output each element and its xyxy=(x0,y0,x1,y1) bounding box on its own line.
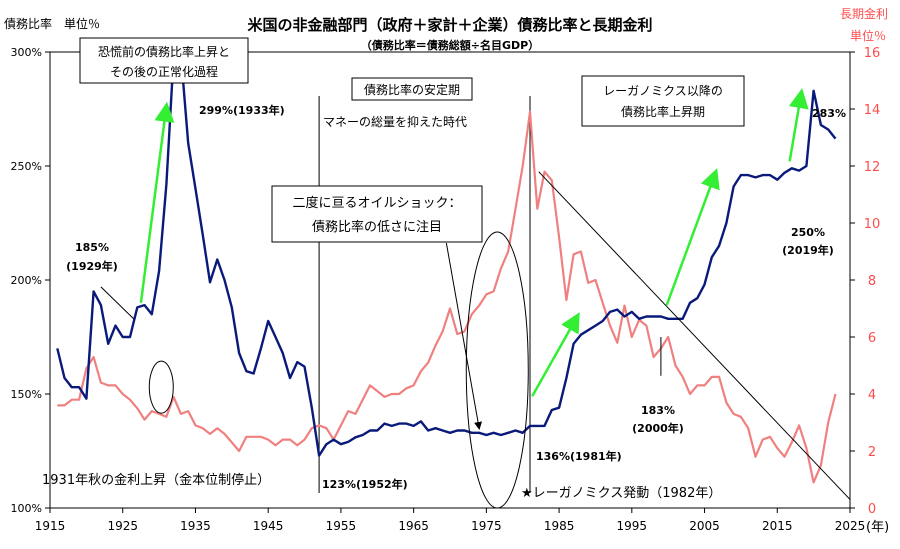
right-axis-title-line2: 単位％ xyxy=(850,28,886,43)
y-right-tick-label: 16 xyxy=(864,46,881,61)
chart-subtitle: （債務比率＝債務総額÷名目GDP） xyxy=(361,38,539,52)
y-left-tick-label: 250% xyxy=(11,160,42,173)
series-line-debt-ratio xyxy=(56,53,837,457)
leader-line-1929 xyxy=(100,286,134,320)
x-tick-label: 1965 xyxy=(398,519,429,533)
series-line-long-term-rate xyxy=(57,110,837,484)
right-axis-title-line1: 長期金利 xyxy=(840,6,888,21)
x-tick-label: 1955 xyxy=(326,519,357,533)
annotation-reagan-line1: レーガノミクス以降の xyxy=(603,84,723,98)
annotation-1952: 123%(1952年) xyxy=(322,477,408,491)
annotation-2000-year: (2000年) xyxy=(632,421,684,435)
arrow-layer xyxy=(100,88,851,509)
x-axis-unit: (年) xyxy=(866,520,889,535)
y-left-tick-label: 200% xyxy=(11,274,42,287)
series-layer xyxy=(56,53,837,484)
y-right-tick-label: 2 xyxy=(868,445,876,460)
annotation-oil-line1: 二度に亘るオイルショック： xyxy=(292,195,461,211)
x-tick-label: 1935 xyxy=(180,519,211,533)
x-tick-label: 2005 xyxy=(689,519,720,533)
y-right-tick-label: 12 xyxy=(864,160,881,175)
plot-frame: 1915 1925 1935 1945 1955 1965 1975 1985 1995 2005… xyxy=(11,46,881,533)
chart-title: 米国の非金融部門（政府＋家計＋企業）債務比率と長期金利 xyxy=(247,16,652,34)
y-right-tick-label: 14 xyxy=(864,103,881,118)
x-tick-label: 1925 xyxy=(107,519,138,533)
annotation-peak-2020: 283% xyxy=(812,107,846,120)
annotation-box-reagan xyxy=(581,75,745,127)
annotation-2019-year: (2019年) xyxy=(782,243,834,257)
annotation-money-era: マネーの総量を抑えた時代 xyxy=(323,114,467,129)
annotation-gold-standard: 1931年秋の金利上昇（金本位制停止） xyxy=(42,472,270,488)
y-left-tick-label: 150% xyxy=(11,388,42,401)
annotation-2000-value: 183% xyxy=(641,404,675,417)
annotation-box-stable xyxy=(351,77,473,101)
annotation-reagan-line2: 債務比率上昇期 xyxy=(621,104,705,119)
x-tick-label: 1915 xyxy=(35,519,66,533)
annotation-peak-1933: 299%(1933年) xyxy=(199,103,285,117)
y-right-tick-label: 8 xyxy=(868,274,876,289)
y-right-tick-label: 0 xyxy=(868,502,876,517)
annotation-stable: 債務比率の安定期 xyxy=(364,82,460,97)
annotation-depression-line1: 恐慌前の債務比率上昇と xyxy=(98,44,230,59)
y-right-tick-label: 6 xyxy=(868,331,876,346)
rate-downtrend-line xyxy=(538,171,851,500)
trend-arrow-green xyxy=(665,168,720,306)
trend-arrow-green xyxy=(139,101,175,303)
annotation-reagan-start: ★レーガノミクス発動（1982年） xyxy=(521,486,721,501)
annotation-2019-value: 250% xyxy=(791,226,825,239)
x-tick-label: 1945 xyxy=(253,519,284,533)
y-left-tick-label: 300% xyxy=(11,46,42,59)
highlight-ellipse-oil-shock xyxy=(465,231,529,509)
trend-arrow-green xyxy=(531,312,580,397)
left-axis-title: 債務比率 単位％ xyxy=(4,16,100,31)
y-right-tick-label: 4 xyxy=(868,388,876,403)
annotation-1981: 136%(1981年) xyxy=(536,449,622,463)
oil-shock-pointer-arrow xyxy=(445,242,482,430)
x-tick-label: 1975 xyxy=(471,519,502,533)
annotation-depression-line2: その後の正常化過程 xyxy=(110,64,218,79)
annotation-1929-value: 185% xyxy=(75,241,109,254)
y-left-tick-label: 100% xyxy=(11,502,42,515)
highlight-ellipse-1931 xyxy=(148,360,174,414)
trend-arrow-green xyxy=(788,88,809,162)
y-right-tick-label: 10 xyxy=(864,217,881,232)
annotation-1929-year: (1929年) xyxy=(66,259,118,273)
annotation-oil-line2: 債務比率の低さに注目 xyxy=(312,219,442,235)
x-tick-label: 1985 xyxy=(544,519,575,533)
x-tick-label: 2015 xyxy=(762,519,793,533)
annotation-box-depression xyxy=(79,37,249,84)
annotation-box-oil xyxy=(271,185,483,243)
x-tick-label: 1995 xyxy=(617,519,648,533)
x-tick-label: 2025 xyxy=(835,519,866,533)
